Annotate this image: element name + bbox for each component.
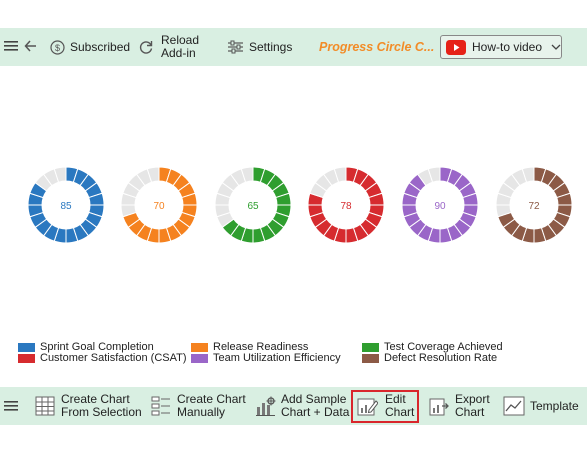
export-chart-icon (429, 396, 449, 417)
legend-swatch (191, 354, 208, 363)
create-sel-line1: Create Chart (61, 392, 130, 406)
legend-swatch (191, 343, 208, 352)
create-man-line1: Create Chart (177, 392, 246, 406)
reload-label-line2: Add-in (161, 46, 196, 60)
edit-label: Edit Chart (385, 393, 414, 419)
donut-6: 72 (495, 166, 573, 244)
create-man-line2: Manually (177, 405, 226, 419)
donut-segment-empty (521, 166, 535, 183)
legend-label: Test Coverage Achieved (384, 341, 503, 353)
donut-segment-empty (333, 166, 347, 183)
donut-value-label: 78 (340, 201, 352, 212)
legend-label: Team Utilization Efficiency (213, 352, 341, 364)
legend-swatch (18, 354, 35, 363)
reload-label-line1: Reload (161, 33, 200, 47)
chevron-down-icon (551, 44, 561, 50)
legend-item: Test Coverage Achieved (362, 342, 503, 353)
create-sel-line2: From Selection (61, 405, 142, 419)
donut-5: 90 (401, 166, 479, 244)
dollar-circle-icon: $ (50, 39, 65, 55)
legend-label: Defect Resolution Rate (384, 352, 498, 364)
edit-line1: Edit (385, 392, 406, 406)
svg-text:$: $ (55, 43, 60, 53)
create-sel-label: Create Chart From Selection (61, 393, 142, 419)
edit-chart-button[interactable]: Edit Chart (357, 387, 414, 425)
reload-label: Reload Add-in (161, 34, 199, 60)
template-chart-icon (503, 396, 525, 416)
donut-2: 70 (120, 166, 198, 244)
export-line2: Chart (455, 405, 485, 419)
chart-title: Progress Circle C... (319, 40, 435, 54)
create-chart-manually-button[interactable]: Create Chart Manually (151, 387, 246, 425)
sample-line2: Chart + Data (281, 405, 350, 419)
legend-label: Customer Satisfaction (CSAT) (40, 352, 187, 364)
donut-value-label: 72 (528, 201, 540, 212)
legend-swatch (362, 354, 379, 363)
edit-chart-highlight (351, 390, 419, 423)
hamburger-menu-icon[interactable] (4, 40, 18, 52)
legend-swatch (18, 343, 35, 352)
donut-value-label: 70 (153, 201, 165, 212)
donut-4: 78 (307, 166, 385, 244)
settings-label: Settings (249, 40, 293, 54)
template-label: Template (530, 399, 579, 413)
legend-swatch (362, 343, 379, 352)
template-button[interactable]: Template (503, 387, 579, 425)
donut-value-label: 85 (60, 201, 72, 212)
hamburger-menu-icon[interactable] (4, 400, 18, 412)
create-chart-from-selection-button[interactable]: Create Chart From Selection (35, 387, 142, 425)
table-grid-icon (35, 396, 55, 416)
legend-item: Customer Satisfaction (CSAT) (18, 353, 187, 364)
export-label: Export Chart (455, 393, 490, 419)
edit-line2: Chart (385, 405, 415, 419)
donut-1: 85 (27, 166, 105, 244)
create-man-label: Create Chart Manually (177, 393, 246, 419)
sample-line1: Add Sample (281, 392, 347, 406)
back-arrow-icon[interactable] (24, 39, 37, 53)
add-sample-chart-button[interactable]: Add Sample Chart + Data (255, 387, 349, 425)
list-form-icon (151, 396, 171, 416)
youtube-icon (446, 39, 466, 55)
edit-chart-icon (357, 396, 378, 417)
progress-circle-chart: 85 70 65 78 90 72 (27, 166, 573, 244)
legend-item: Team Utilization Efficiency (191, 353, 341, 364)
donut-segment-empty (427, 166, 441, 183)
legend-item: Sprint Goal Completion (18, 342, 154, 353)
export-line1: Export (455, 392, 490, 406)
legend-item: Defect Resolution Rate (362, 353, 497, 364)
settings-button[interactable]: Settings (228, 28, 292, 66)
legend-label: Sprint Goal Completion (40, 341, 154, 353)
donut-3: 65 (214, 166, 292, 244)
legend-label: Release Readiness (213, 341, 309, 353)
export-chart-button[interactable]: Export Chart (429, 387, 490, 425)
sample-label: Add Sample Chart + Data (281, 393, 349, 419)
donut-value-label: 65 (247, 201, 259, 212)
subscribed-button[interactable]: $ Subscribed (50, 28, 130, 66)
reload-addin-button[interactable]: Reload Add-in (138, 28, 199, 66)
donut-value-label: 90 (434, 201, 446, 212)
subscribed-label: Subscribed (70, 40, 131, 54)
howto-video-button[interactable]: How-to video (440, 35, 562, 59)
howto-label: How-to video (472, 40, 543, 54)
sample-chart-icon (255, 396, 276, 417)
donut-segment-empty (146, 166, 160, 183)
legend-item: Release Readiness (191, 342, 308, 353)
reload-icon (138, 39, 154, 55)
donut-segment-empty (53, 166, 67, 183)
bottom-toolbar: Create Chart From Selection Create Chart… (0, 387, 587, 425)
donut-segment-empty (240, 166, 254, 183)
sliders-icon (228, 40, 243, 54)
